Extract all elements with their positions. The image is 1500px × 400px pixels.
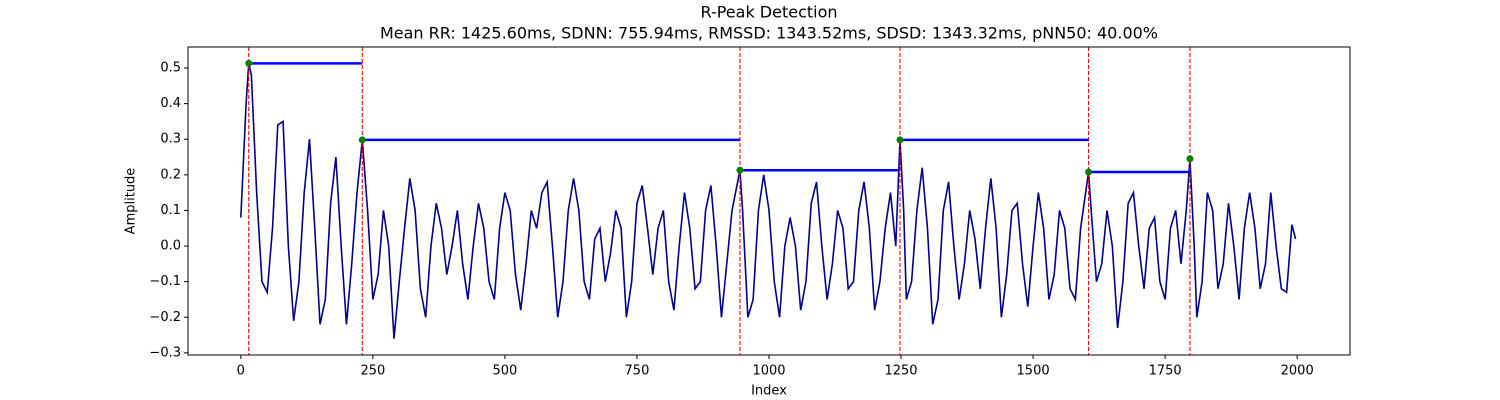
y-tick-label: 0.2 <box>160 167 181 182</box>
peak-point <box>896 136 904 144</box>
x-tick-label: 250 <box>360 364 385 379</box>
peak-point <box>1085 168 1093 176</box>
x-tick-label: 2000 <box>1281 364 1314 379</box>
peak-point <box>1186 155 1194 163</box>
x-tick-label: 500 <box>492 364 517 379</box>
y-tick-label: 0.5 <box>160 61 181 76</box>
y-tick-label: −0.2 <box>149 310 181 325</box>
x-tick-label: 750 <box>625 364 650 379</box>
x-tick-label: 1750 <box>1149 364 1182 379</box>
chart-title: R-Peak Detection <box>700 3 837 22</box>
x-tick-label: 0 <box>237 364 245 379</box>
y-tick-label: −0.3 <box>149 345 181 360</box>
signal-line <box>240 63 1297 339</box>
peak-point <box>736 166 744 174</box>
peak-point <box>245 59 253 67</box>
y-tick-label: 0.4 <box>160 96 181 111</box>
x-tick-label: 1000 <box>752 364 785 379</box>
x-tick-label: 1500 <box>1017 364 1050 379</box>
y-tick-label: 0.1 <box>160 203 181 218</box>
y-tick-label: −0.1 <box>149 274 181 289</box>
peak-point <box>358 136 366 144</box>
y-axis-label: Amplitude <box>124 168 139 235</box>
plot-frame <box>187 46 1351 356</box>
x-axis-label: Index <box>751 384 787 399</box>
y-tick-label: 0.3 <box>160 132 181 147</box>
x-tick-label: 1250 <box>884 364 917 379</box>
y-tick-label: 0.0 <box>160 239 181 254</box>
chart-subtitle: Mean RR: 1425.60ms, SDNN: 755.94ms, RMSS… <box>380 24 1158 43</box>
